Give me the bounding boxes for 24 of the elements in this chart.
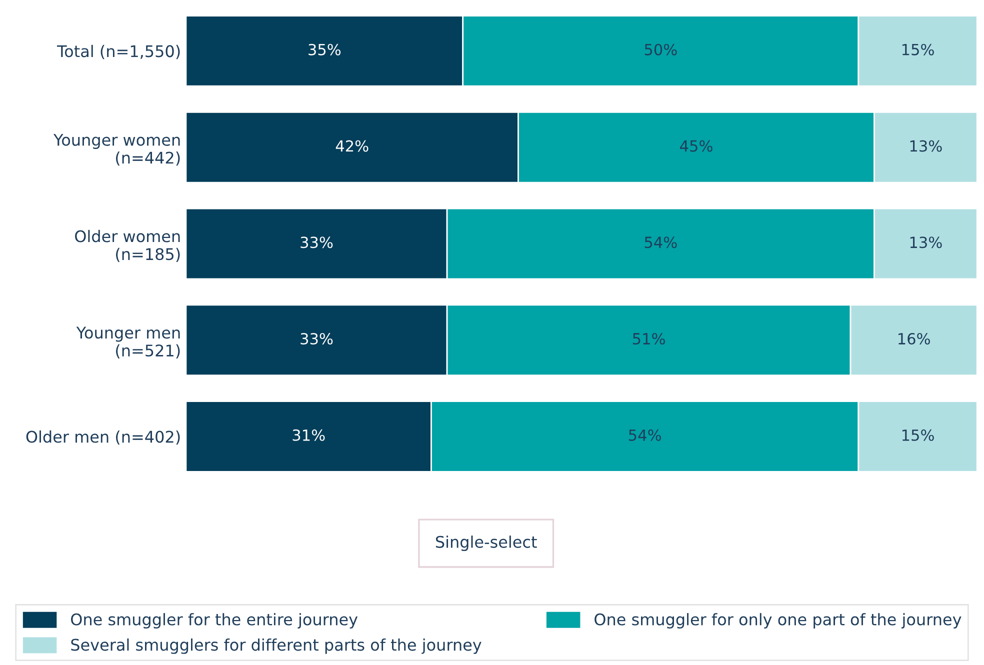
data-label: 31% — [292, 429, 325, 441]
legend-label: One smuggler for the entire journey — [71, 613, 358, 629]
data-label: 33% — [300, 332, 333, 345]
data-label: 45% — [680, 140, 712, 152]
y-tick-label: Younger women (n=442) — [53, 134, 180, 166]
data-label: 16% — [898, 332, 930, 345]
data-label: 33% — [300, 236, 333, 248]
data-label: 13% — [910, 236, 942, 248]
data-label: 35% — [308, 44, 341, 56]
y-tick-label: Older women (n=185) — [75, 230, 180, 262]
data-label: 15% — [902, 429, 934, 441]
data-label: 13% — [910, 140, 942, 152]
y-tick-label: Total (n=1,550) — [56, 44, 180, 60]
text: Single-select — [436, 536, 537, 552]
y-tick-label: Older men (n=402) — [26, 430, 180, 445]
data-label: 51% — [632, 332, 665, 345]
data-label: 15% — [902, 44, 934, 56]
data-label: 50% — [644, 44, 677, 56]
legend-label: Several smugglers for different parts of the journey — [71, 638, 482, 654]
y-tick-label: Younger men (n=521) — [76, 326, 180, 358]
data-label: 42% — [336, 140, 368, 152]
data-label: 54% — [629, 429, 661, 441]
data-label: 54% — [644, 236, 677, 248]
legend-label: One smuggler for only one part of the journey — [594, 613, 962, 629]
